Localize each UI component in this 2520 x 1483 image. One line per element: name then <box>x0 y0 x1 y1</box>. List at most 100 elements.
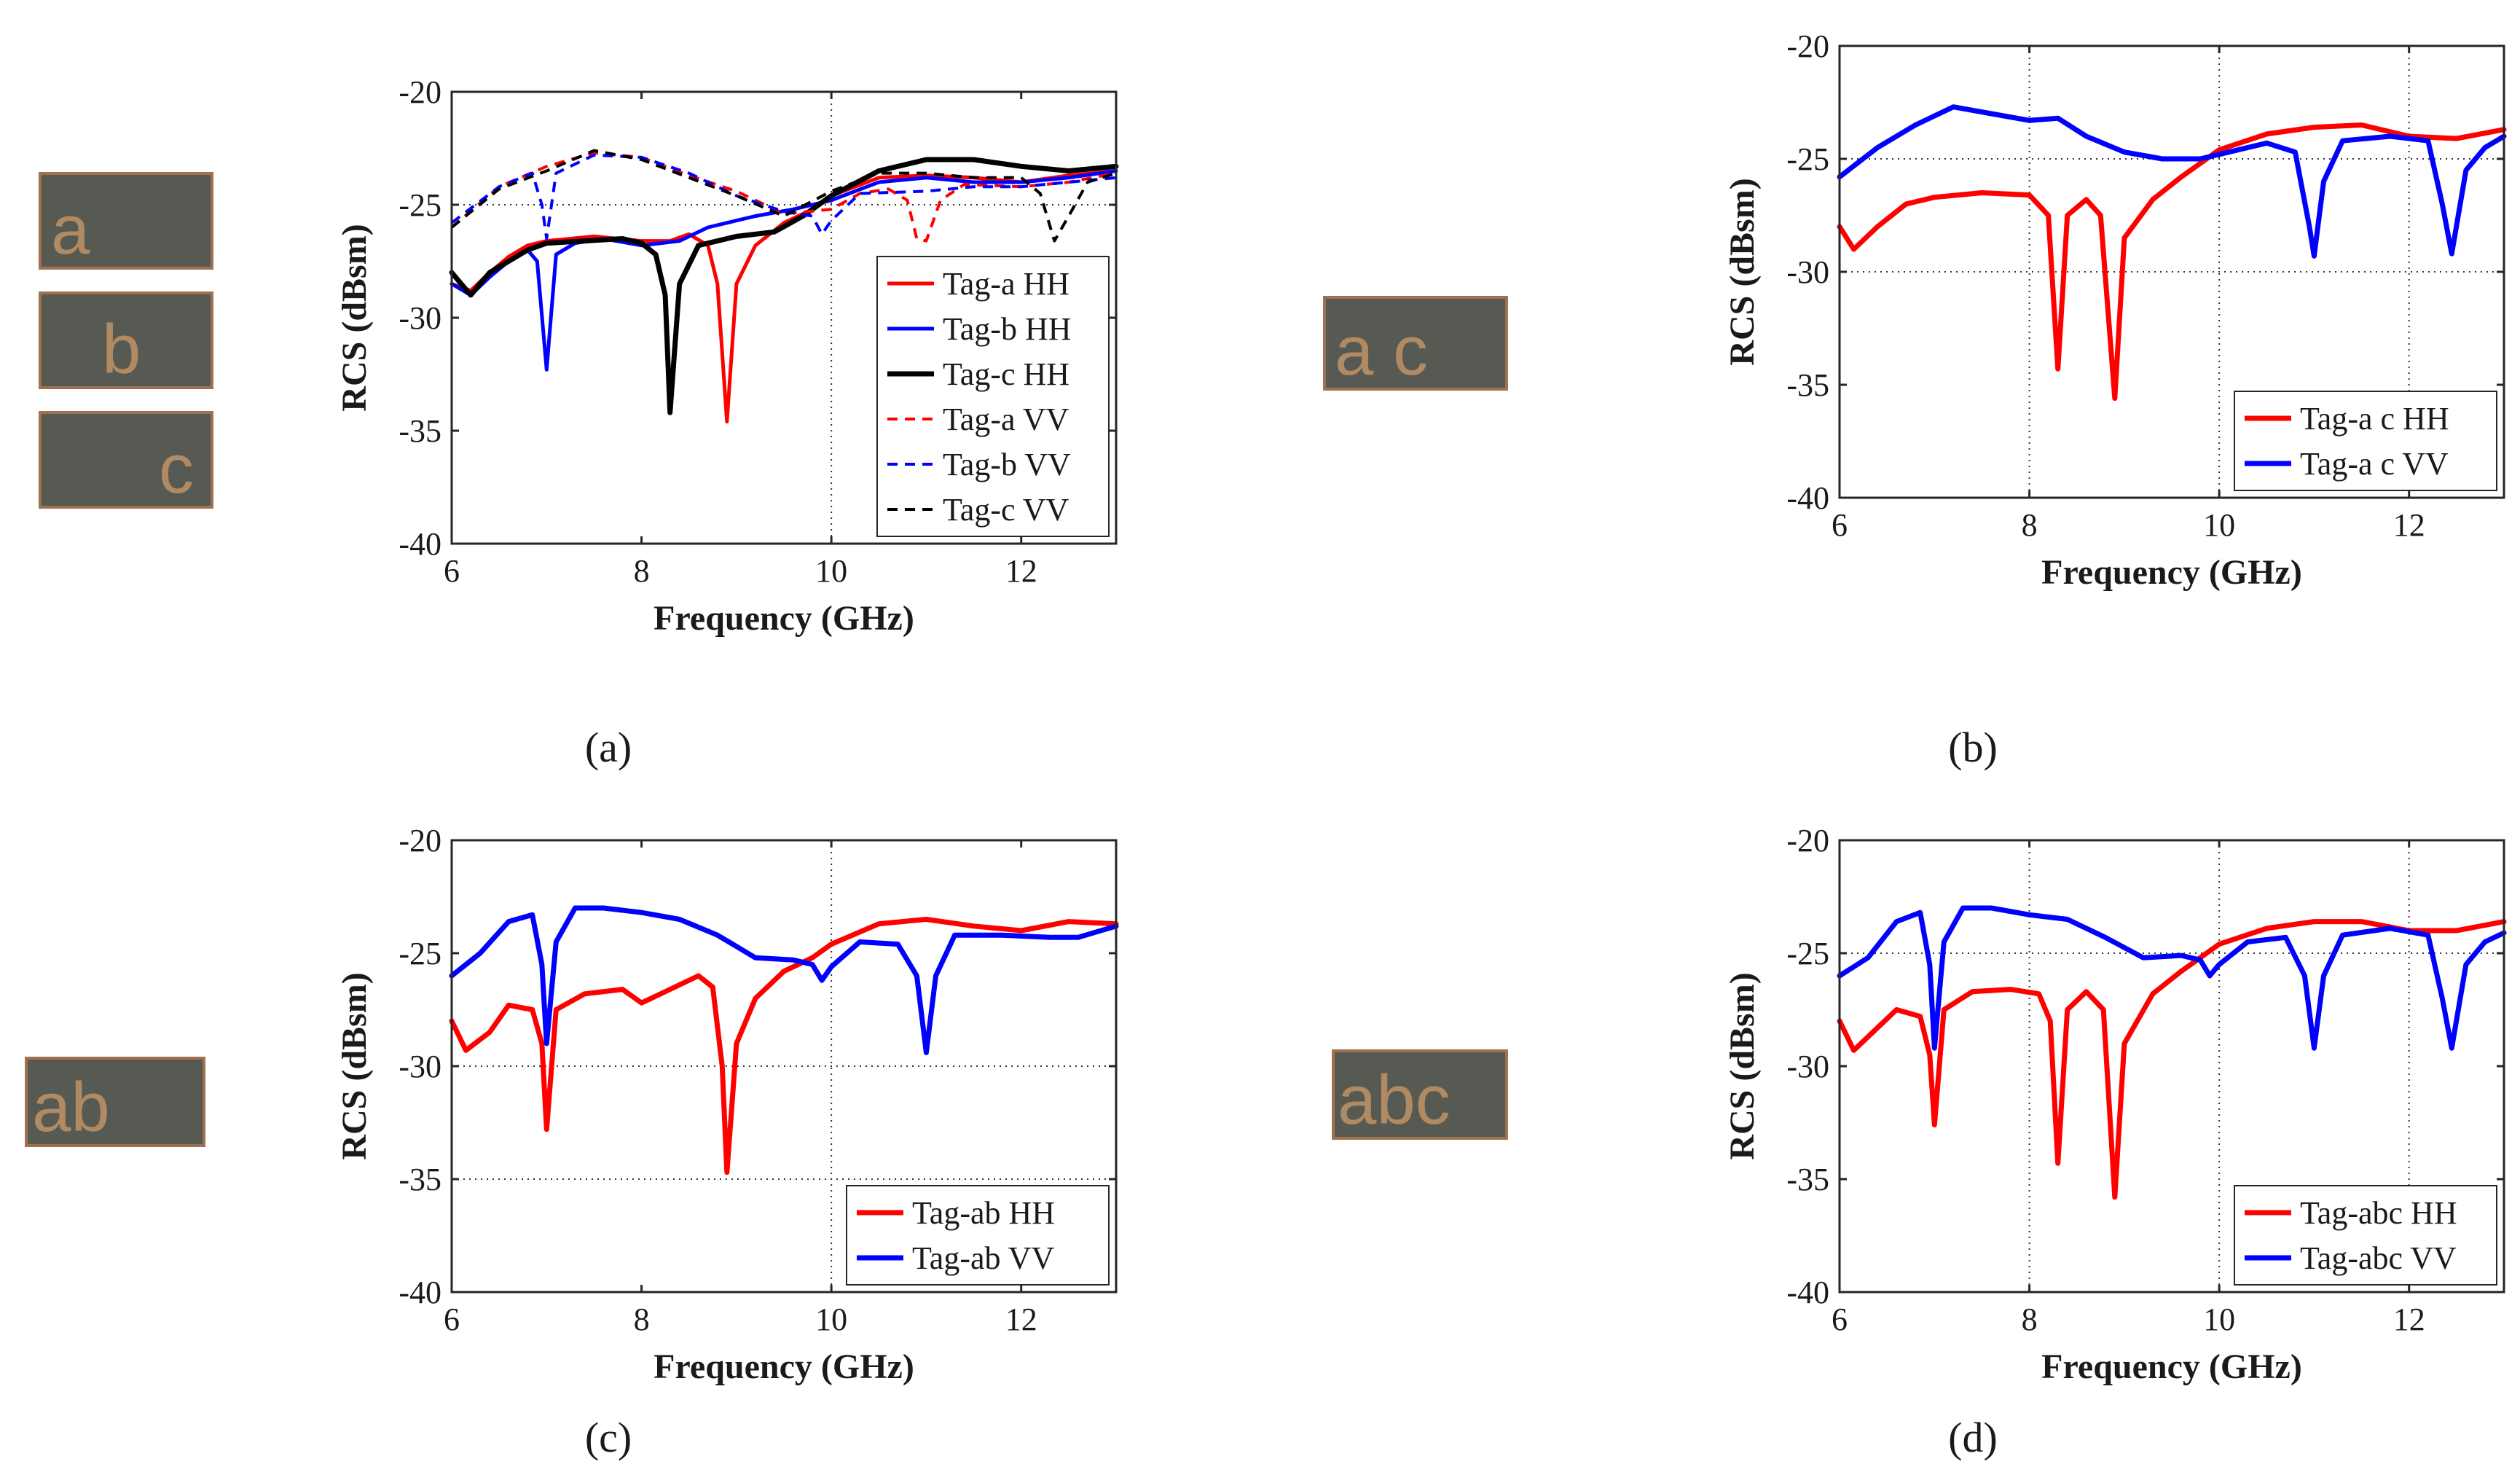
series-line-tag-b-vv <box>450 153 1117 240</box>
legend-label: Tag-abc HH <box>2300 1195 2457 1231</box>
y-axis-label: RCS (dBsm) <box>1723 972 1762 1159</box>
legend-box <box>846 1185 1110 1286</box>
series-line-tag-a-vv <box>450 151 1117 243</box>
x-tick-label: 8 <box>634 553 650 589</box>
chart-panel-b: 6 8 10 12 -20 -25 -30 -35 -40 Frequency (GHz) RCS … <box>1723 28 2507 771</box>
x-tick-label: 12 <box>2393 1302 2425 1337</box>
tag-photo-a-letters: a <box>51 191 90 269</box>
legend-label: Tag-c HH <box>943 356 1069 392</box>
y-tick-label: -40 <box>399 1275 441 1310</box>
legend-label: Tag-a VV <box>943 402 1069 437</box>
legend-label: Tag-b HH <box>943 311 1072 347</box>
tag-photo-b: b <box>39 291 213 389</box>
tag-photo-ab-letters: ab <box>32 1068 110 1146</box>
legend-label: Tag-b VV <box>943 447 1071 482</box>
x-axis-label: Frequency (GHz) <box>2041 553 2302 592</box>
legend-label: Tag-ab VV <box>912 1240 1054 1276</box>
legend-box <box>2234 391 2497 491</box>
tag-photo-b-letters: b <box>102 310 141 388</box>
y-axis-label: RCS (dBsm) <box>1723 178 1762 365</box>
tag-photo-abc-background <box>1332 1049 1508 1140</box>
x-axis-label: Frequency (GHz) <box>653 1347 914 1386</box>
x-tick-label: 6 <box>444 1302 460 1337</box>
legend-label: Tag-a c VV <box>2300 446 2449 482</box>
y-tick-label: -35 <box>399 413 441 449</box>
y-tick-label: -20 <box>399 823 441 858</box>
y-tick-label: -25 <box>399 936 441 971</box>
tag-photo-ac-background <box>1323 296 1508 391</box>
tag-photo-ac: a c <box>1323 296 1508 391</box>
series-line-tag-abc-hh <box>1837 919 2507 1200</box>
tag-photo-ab-background <box>25 1057 205 1147</box>
y-tick-label: -30 <box>1786 1049 1829 1084</box>
y-tick-label: -30 <box>1786 254 1829 290</box>
y-tick-label: -35 <box>1786 367 1829 403</box>
x-tick-label: 10 <box>2203 507 2235 543</box>
tag-photo-c-letters: c <box>159 430 194 508</box>
y-tick-label: -40 <box>399 526 441 562</box>
y-tick-label: -25 <box>1786 936 1829 971</box>
x-tick-label: 10 <box>2203 1302 2235 1337</box>
y-tick-label: -30 <box>399 300 441 336</box>
x-tick-label: 12 <box>1005 1302 1037 1337</box>
series-line-tag-abc-vv <box>1837 905 2507 1051</box>
x-tick-label: 8 <box>634 1302 650 1337</box>
tag-photo-a-background <box>39 172 213 270</box>
legend-label: Tag-a c HH <box>2300 401 2449 437</box>
series-line-tag-a-c-hh <box>1837 122 2507 402</box>
series-line-tag-c-hh <box>449 157 1119 415</box>
y-tick-label: -35 <box>399 1162 441 1197</box>
y-tick-label: -20 <box>1786 28 1829 64</box>
x-axis-label: Frequency (GHz) <box>2041 1347 2302 1386</box>
tag-photo-c-background <box>39 411 213 509</box>
legend: Tag-a HH Tag-b HH Tag-c HH Tag-a VV Tag-b VV… <box>876 256 1110 537</box>
y-tick-label: -35 <box>1786 1162 1829 1197</box>
legend-label: Tag-ab HH <box>912 1195 1055 1231</box>
y-tick-label: -20 <box>1786 823 1829 858</box>
x-tick-label: 12 <box>1005 553 1037 589</box>
x-tick-label: 6 <box>444 553 460 589</box>
legend: Tag-abc HH Tag-abc VV <box>2234 1185 2497 1286</box>
legend: Tag-a c HH Tag-a c VV <box>2234 391 2497 491</box>
series-line-tag-ab-vv <box>449 905 1119 1055</box>
y-axis-label: RCS (dBsm) <box>335 224 374 411</box>
y-tick-label: -25 <box>1786 141 1829 177</box>
tag-photo-b-background <box>39 291 213 389</box>
x-tick-label: 6 <box>1832 507 1848 543</box>
x-tick-label: 6 <box>1832 1302 1848 1337</box>
panel-caption: (d) <box>1948 1414 1998 1461</box>
tag-photo-c: c <box>39 411 213 509</box>
series-line-tag-c-vv <box>450 149 1117 243</box>
tag-photo-ac-letters: a c <box>1335 312 1428 390</box>
series-line-tag-a-hh <box>450 169 1118 424</box>
tag-photo-a: a <box>39 172 213 270</box>
tag-photo-abc: abc <box>1332 1049 1508 1140</box>
y-tick-label: -25 <box>399 187 441 223</box>
legend-label: Tag-abc VV <box>2300 1240 2457 1276</box>
chart-panel-a: 6 8 10 12 -20 -25 -30 -35 -40 Frequency (GHz) RCS … <box>335 74 1119 771</box>
y-tick-label: -40 <box>1786 480 1829 516</box>
x-tick-label: 8 <box>2022 1302 2038 1337</box>
x-tick-label: 12 <box>2393 507 2425 543</box>
panel-caption: (c) <box>585 1414 632 1461</box>
x-tick-label: 8 <box>2022 507 2038 543</box>
series-line-tag-ab-hh <box>449 917 1119 1175</box>
legend-label: Tag-a HH <box>943 266 1069 302</box>
x-tick-label: 10 <box>815 1302 847 1337</box>
legend-box <box>876 256 1110 537</box>
x-axis-label: Frequency (GHz) <box>653 599 914 638</box>
y-tick-label: -30 <box>399 1049 441 1084</box>
x-tick-label: 10 <box>815 553 847 589</box>
legend-box <box>2234 1185 2497 1286</box>
tag-photo-abc-letters: abc <box>1338 1061 1451 1139</box>
tag-photo-ab: ab <box>25 1057 205 1147</box>
panel-caption: (b) <box>1948 724 1998 771</box>
series-line-tag-a-c-vv <box>1837 104 2507 259</box>
chart-panel-d: 6 8 10 12 -20 -25 -30 -35 -40 Frequency (GHz) RCS … <box>1723 823 2507 1461</box>
y-tick-label: -40 <box>1786 1275 1829 1310</box>
panel-caption: (a) <box>585 724 632 771</box>
chart-panel-c: 6 8 10 12 -20 -25 -30 -35 -40 Frequency (GHz) RCS … <box>335 823 1119 1461</box>
legend: Tag-ab HH Tag-ab VV <box>846 1185 1110 1286</box>
y-tick-label: -20 <box>399 74 441 110</box>
